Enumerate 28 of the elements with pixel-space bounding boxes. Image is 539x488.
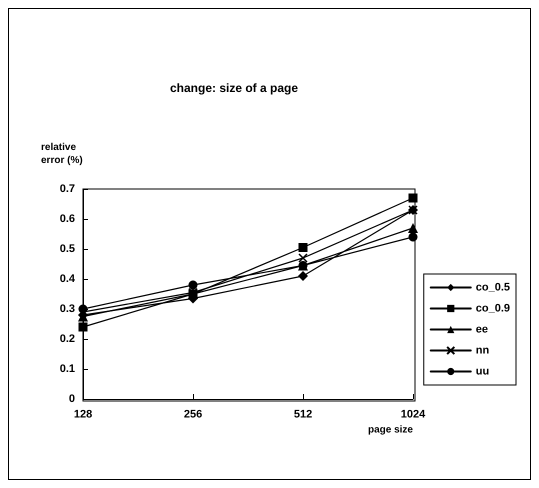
legend-label: uu	[476, 366, 490, 378]
x-axis-title: page size	[368, 424, 414, 436]
x-tick-label: 1024	[400, 408, 426, 420]
point	[78, 322, 88, 332]
point	[298, 271, 308, 281]
point	[298, 243, 308, 252]
legend-label: nn	[476, 344, 490, 356]
point	[408, 194, 418, 202]
point	[298, 253, 308, 263]
y-tick-label: 0.1	[60, 363, 75, 375]
legend-label: ee	[476, 324, 488, 336]
x-tick-label: 256	[184, 408, 202, 420]
legend-label: co_0.5	[476, 282, 510, 294]
point	[408, 223, 418, 233]
y-tick-label: 0	[68, 393, 75, 405]
y-tick-label: 0.6	[60, 213, 75, 225]
y-tick-label: 0.3	[60, 303, 75, 315]
point	[188, 280, 198, 290]
legend-label: co_0.9	[476, 302, 510, 314]
y-axis-title: relative error (%)	[41, 142, 83, 166]
y-tick-label: 0.2	[60, 333, 75, 345]
y-tick-label: 0.5	[60, 243, 75, 255]
y-tick-label: 0.4	[60, 273, 76, 285]
y-tick-label: 0.7	[60, 183, 75, 195]
x-tick-label: 512	[294, 408, 312, 420]
chart-title: change: size of a page	[170, 81, 298, 95]
x-tick-label: 128	[74, 408, 92, 420]
point	[408, 232, 418, 242]
